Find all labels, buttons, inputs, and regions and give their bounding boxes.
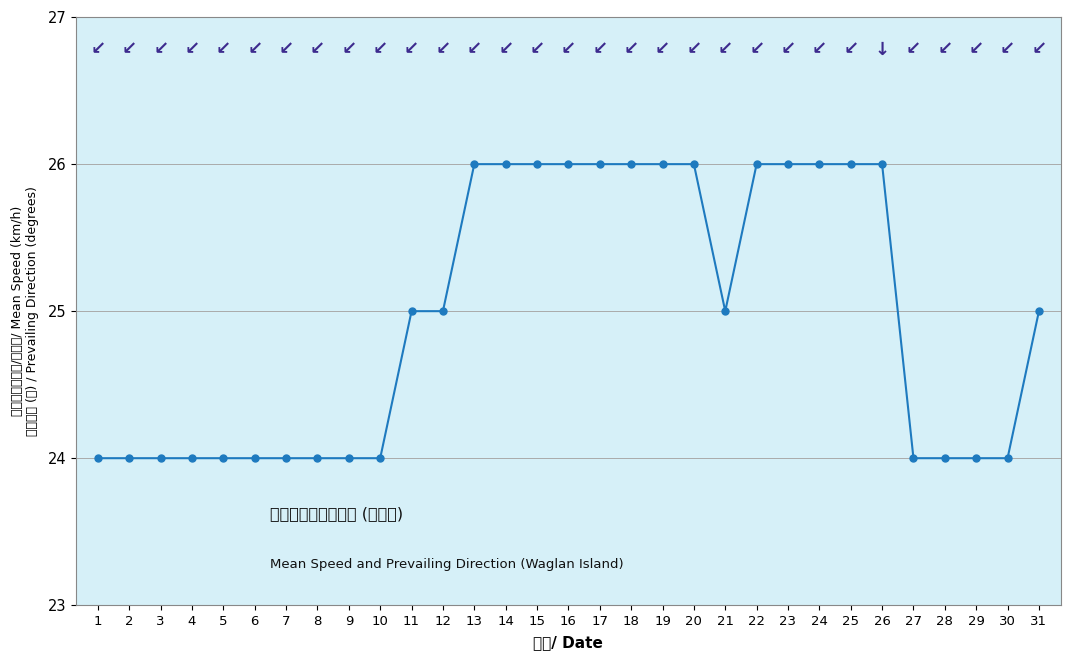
Text: ↙: ↙ (341, 40, 356, 58)
Text: ↙: ↙ (310, 40, 325, 58)
Text: ↙: ↙ (561, 40, 576, 58)
Y-axis label: 平均風速（公里/小時）/ Mean Speed (km/h)
盛行風向 (度) / Prevailing Direction (degrees): 平均風速（公里/小時）/ Mean Speed (km/h) 盛行風向 (度) … (11, 186, 39, 436)
Text: ↙: ↙ (717, 40, 733, 58)
Text: ↙: ↙ (1031, 40, 1046, 58)
Text: ↙: ↙ (184, 40, 199, 58)
Text: ↙: ↙ (906, 40, 921, 58)
Text: ↙: ↙ (812, 40, 827, 58)
Text: ↙: ↙ (215, 40, 230, 58)
Text: ↙: ↙ (466, 40, 481, 58)
Text: ↙: ↙ (937, 40, 952, 58)
Text: ↙: ↙ (373, 40, 388, 58)
Text: ↙: ↙ (153, 40, 168, 58)
Text: ↙: ↙ (530, 40, 545, 58)
Text: ↙: ↙ (686, 40, 701, 58)
Text: ↙: ↙ (844, 40, 859, 58)
Text: ↙: ↙ (279, 40, 294, 58)
Text: 平均風速及盛行風向 (橫瀳島): 平均風速及盛行風向 (橫瀳島) (270, 506, 403, 522)
Text: ↙: ↙ (90, 40, 105, 58)
Text: ↙: ↙ (122, 40, 137, 58)
Text: ↙: ↙ (592, 40, 608, 58)
X-axis label: 日期/ Date: 日期/ Date (534, 635, 604, 650)
Text: ↓: ↓ (875, 40, 890, 58)
Text: ↙: ↙ (498, 40, 513, 58)
Text: ↙: ↙ (749, 40, 764, 58)
Text: ↙: ↙ (780, 40, 795, 58)
Text: ↙: ↙ (404, 40, 419, 58)
Text: Mean Speed and Prevailing Direction (Waglan Island): Mean Speed and Prevailing Direction (Wag… (270, 558, 624, 570)
Text: ↙: ↙ (1000, 40, 1015, 58)
Text: ↙: ↙ (655, 40, 670, 58)
Text: ↙: ↙ (969, 40, 984, 58)
Text: ↙: ↙ (624, 40, 639, 58)
Text: ↙: ↙ (435, 40, 450, 58)
Text: ↙: ↙ (248, 40, 263, 58)
